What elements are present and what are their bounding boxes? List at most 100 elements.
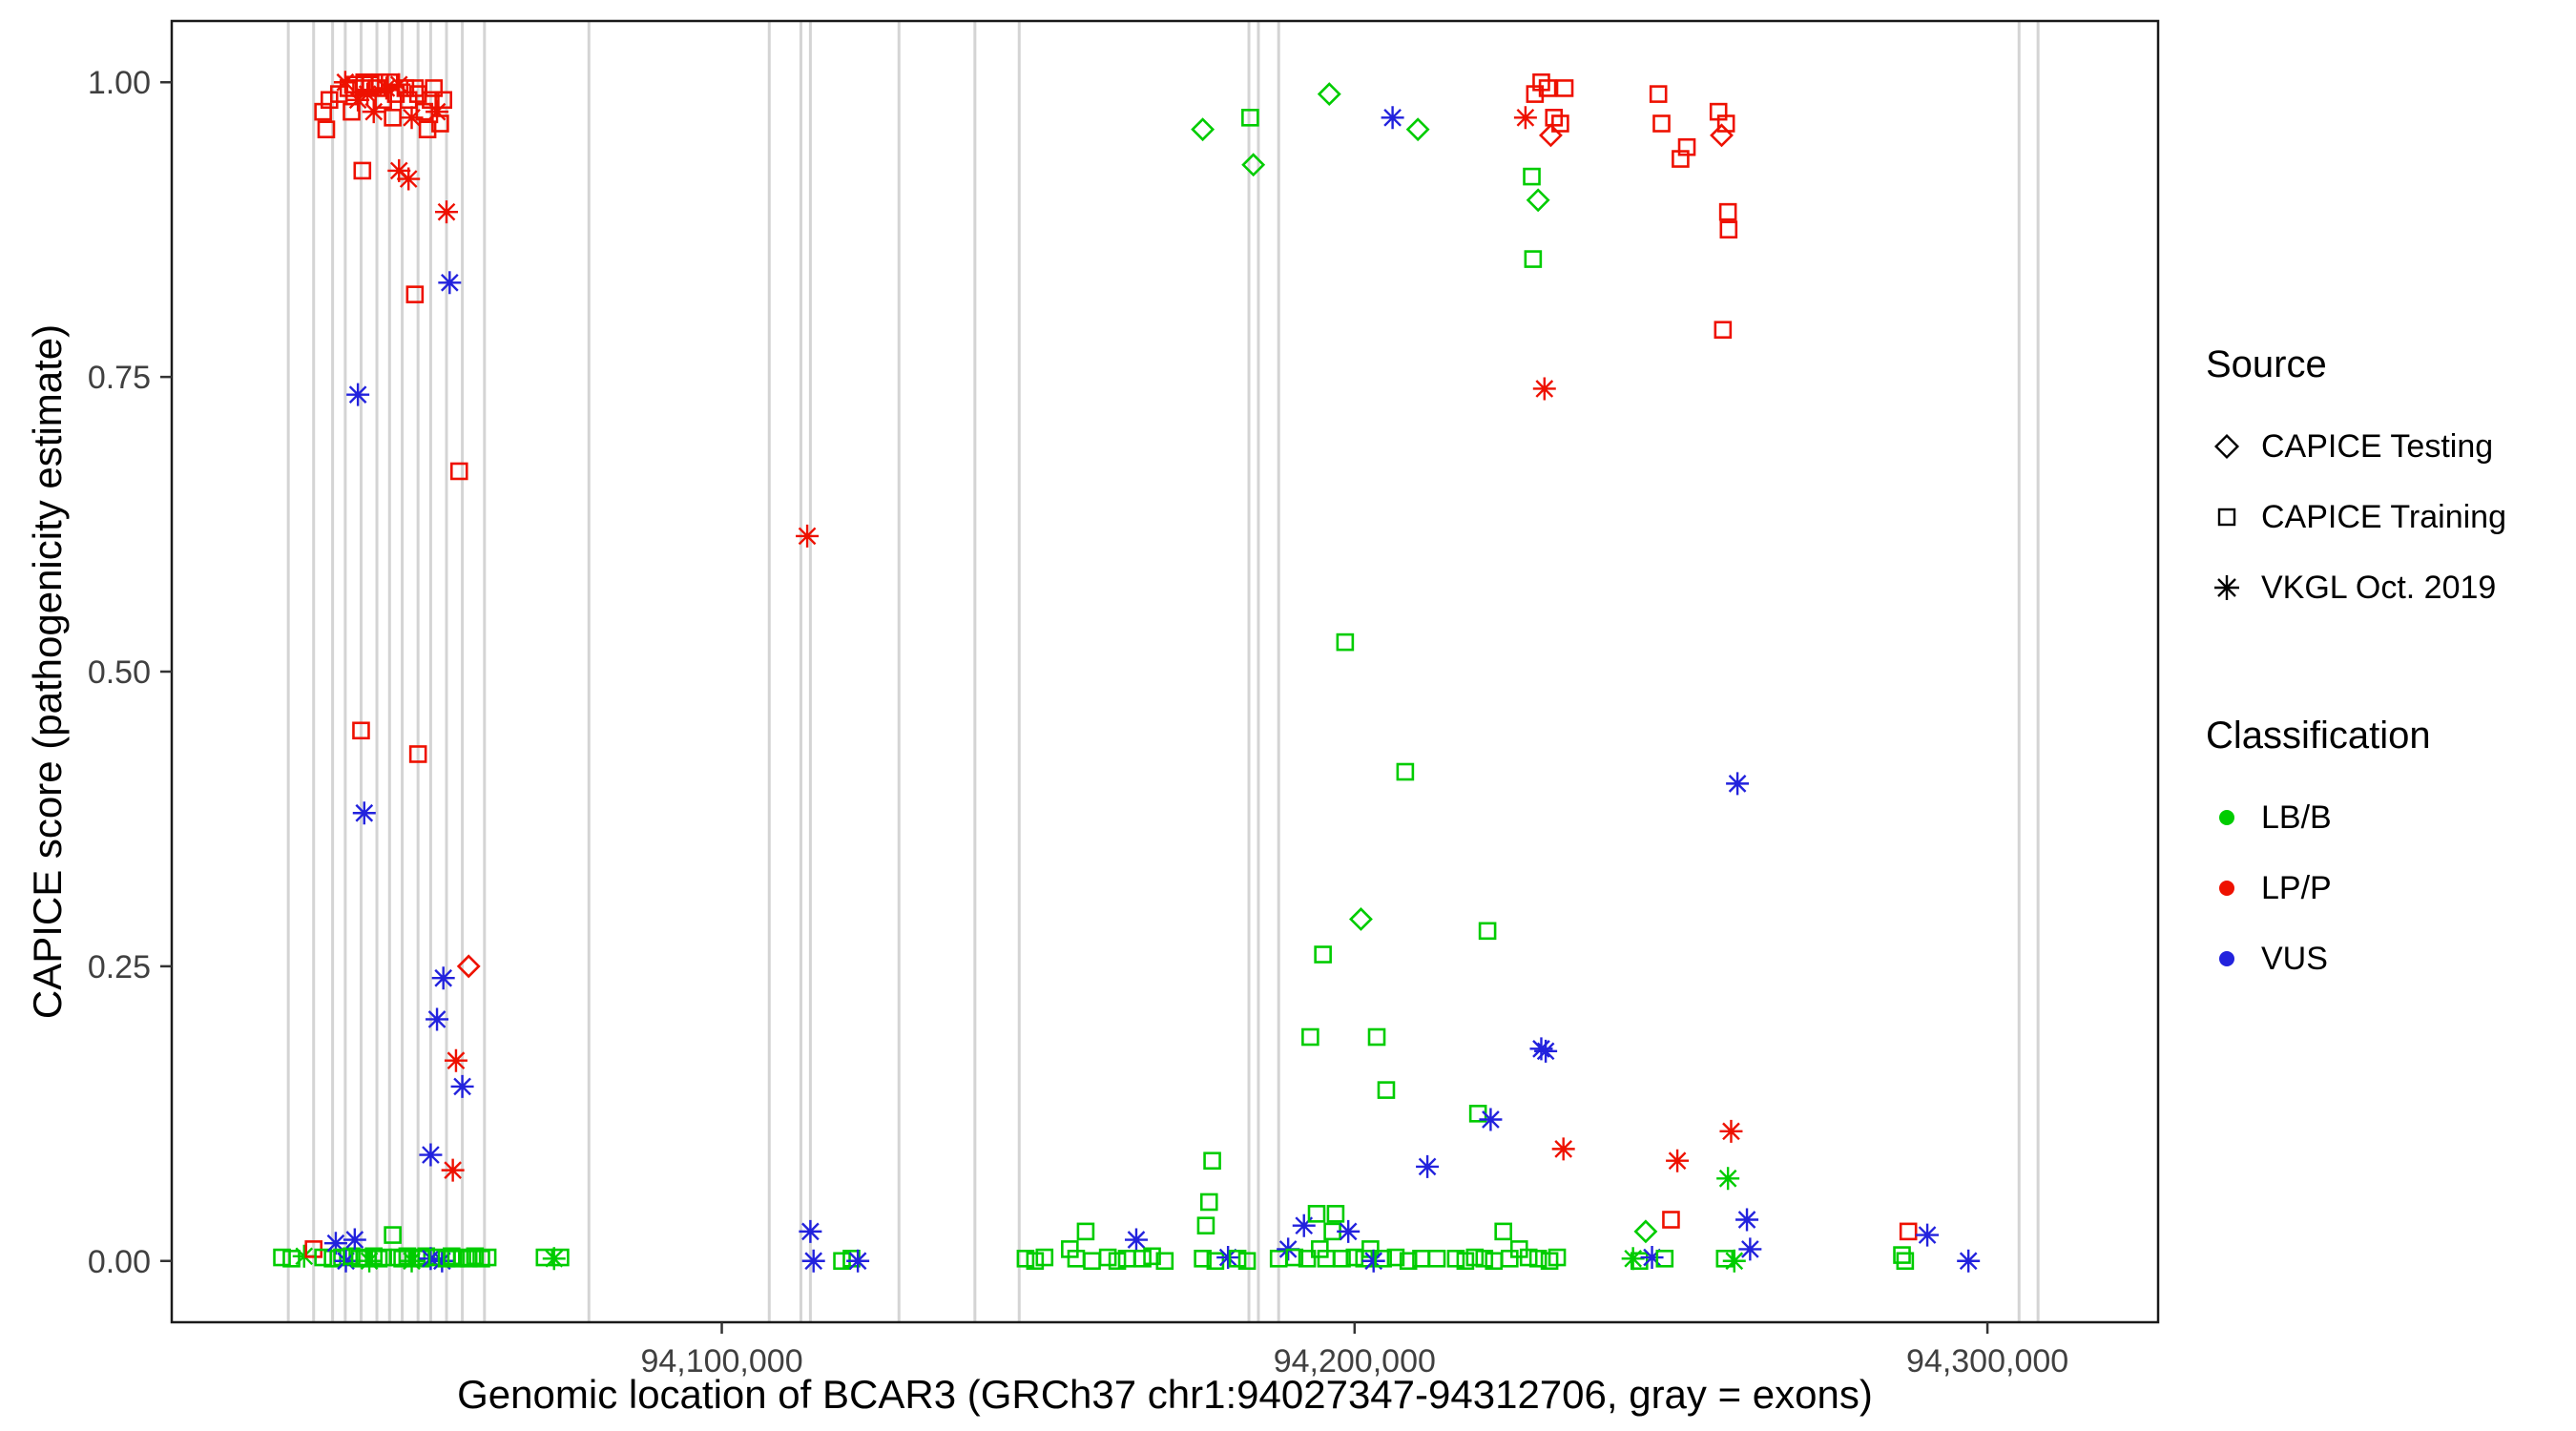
y-tick-label: 0.00: [88, 1244, 151, 1280]
data-point: [1298, 1249, 1317, 1268]
data-point: [1478, 922, 1497, 941]
data-point: [1494, 1222, 1512, 1241]
data-point: [334, 1249, 358, 1273]
data-point: [1649, 85, 1668, 103]
legend-item-vus: VUS: [2206, 923, 2568, 994]
data-point: [846, 1249, 870, 1273]
green-dot-icon: [2206, 797, 2261, 839]
data-point: [1416, 1154, 1440, 1178]
data-point: [1307, 1205, 1326, 1223]
data-point: [1916, 1223, 1940, 1247]
data-point: [408, 745, 427, 763]
data-point: [1893, 1246, 1911, 1264]
data-point: [799, 1219, 822, 1243]
data-point: [1016, 1249, 1035, 1268]
data-point: [1336, 633, 1355, 652]
data-point: [1526, 85, 1545, 103]
data-point: [387, 73, 411, 96]
data-point: [459, 1249, 478, 1268]
data-point: [1191, 117, 1215, 142]
data-point: [1718, 202, 1737, 221]
data-point: [1292, 1213, 1316, 1237]
data-point: [1534, 1039, 1558, 1063]
data-point: [399, 91, 418, 110]
data-point: [422, 91, 440, 110]
data-point: [353, 161, 372, 180]
data-point: [1738, 1237, 1762, 1261]
data-point: [1317, 1249, 1336, 1268]
data-point: [1735, 1208, 1759, 1232]
data-point: [1896, 1252, 1915, 1271]
data-point: [1501, 1249, 1519, 1268]
data-point: [1155, 1252, 1174, 1271]
x-tick-label: 94,100,000: [640, 1343, 802, 1379]
data-point: [1124, 1228, 1148, 1252]
data-point: [1957, 1249, 1981, 1273]
data-point: [1532, 73, 1550, 92]
plot-panel-border: [170, 19, 2160, 1324]
data-point: [1133, 1249, 1152, 1268]
data-point: [1523, 167, 1541, 186]
data-point: [1216, 1246, 1240, 1270]
data-point: [1285, 1248, 1304, 1267]
data-point: [1237, 1252, 1257, 1271]
data-point: [282, 1249, 301, 1268]
data-point: [384, 1226, 402, 1244]
data-point: [1196, 1216, 1215, 1234]
legend-item-capice-testing: CAPICE Testing: [2206, 411, 2568, 482]
data-point: [801, 1249, 825, 1273]
data-point: [418, 120, 437, 138]
data-point: [1194, 1249, 1212, 1268]
data-point: [1714, 321, 1733, 340]
data-point: [1026, 1252, 1045, 1271]
data-point: [449, 462, 468, 481]
data-point: [1538, 79, 1557, 97]
data-point: [430, 1249, 454, 1273]
data-point: [1241, 109, 1259, 127]
y-tick-label: 0.75: [88, 360, 151, 396]
data-point: [1405, 117, 1430, 142]
data-point: [1719, 220, 1738, 238]
legend-group-source: Source CAPICE Testing CAPICE Training: [2206, 343, 2568, 623]
data-point: [1722, 1249, 1746, 1273]
data-point: [1317, 82, 1341, 107]
data-point: [1228, 1249, 1247, 1268]
y-tick-label: 0.25: [88, 949, 151, 985]
data-point: [444, 1048, 467, 1072]
data-point: [1519, 1248, 1538, 1267]
data-point: [1067, 1249, 1086, 1268]
y-axis-title: CAPICE score (pathogenicity estimate): [25, 323, 70, 1020]
data-point: [1098, 1248, 1117, 1267]
data-point: [1621, 1247, 1645, 1271]
data-point: [1333, 1249, 1351, 1268]
x-tick-label: 94,200,000: [1274, 1343, 1436, 1379]
data-point: [343, 102, 361, 121]
data-point: [1381, 106, 1404, 130]
data-point: [1652, 114, 1671, 133]
legend-classification-title: Classification: [2206, 715, 2431, 757]
data-point: [273, 1248, 291, 1267]
data-point: [1399, 1252, 1418, 1271]
data-point: [1427, 1249, 1446, 1268]
data-point: [1446, 1249, 1465, 1268]
axis-ticks-layer: 94,100,000 94,200,000 94,300,000 0.00 0.25 0.…: [88, 65, 2068, 1379]
data-point: [1361, 1249, 1385, 1273]
data-point: [320, 91, 339, 110]
data-point: [1662, 1211, 1680, 1229]
data-point: [1545, 109, 1564, 127]
legend-label: CAPICE Testing: [2261, 427, 2494, 465]
data-point: [1548, 1248, 1567, 1267]
data-point: [371, 73, 389, 92]
data-point: [1367, 1027, 1386, 1047]
legend-item-lpp: LP/P: [2206, 853, 2568, 923]
data-point: [1076, 1222, 1095, 1241]
data-point: [1143, 1247, 1161, 1266]
data-point: [317, 120, 336, 138]
data-point: [1677, 137, 1696, 156]
data-point: [1633, 1219, 1658, 1244]
legend-item-capice-training: CAPICE Training: [2206, 482, 2568, 552]
data-point: [405, 285, 425, 303]
legend-item-vkgl: VKGL Oct. 2019: [2206, 552, 2568, 623]
data-point: [352, 801, 376, 825]
